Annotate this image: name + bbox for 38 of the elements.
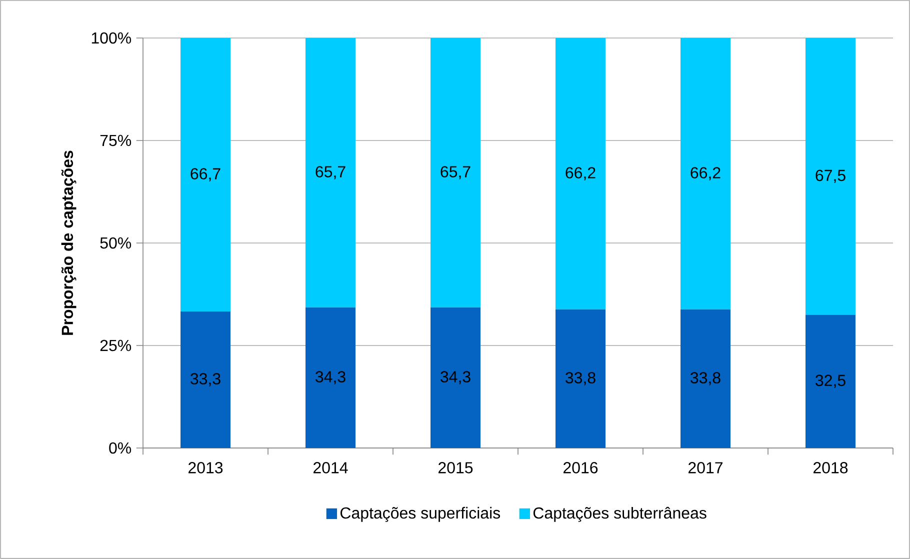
data-label: 33,8 [566, 372, 596, 386]
data-label: 66,7 [190, 168, 220, 182]
bar [180, 38, 231, 312]
legend-label: Captações superficiais [340, 506, 500, 522]
bar [556, 38, 606, 310]
x-tick-label: 2015 [438, 462, 473, 474]
bar [306, 38, 356, 308]
y-tick-label: 50% [100, 237, 132, 249]
data-label: 66,2 [566, 167, 596, 180]
bar [680, 38, 730, 310]
data-label: 33,8 [690, 372, 720, 386]
y-axis-title: Proporção de captações [61, 150, 76, 335]
x-tick-label: 2014 [314, 462, 348, 474]
y-tick-label: 100% [92, 32, 132, 44]
bar [806, 38, 856, 315]
y-tick-label: 0% [109, 442, 132, 454]
x-tick-label: 2018 [814, 462, 848, 474]
data-label: 34,3 [316, 371, 346, 384]
data-label: 66,2 [690, 167, 720, 180]
x-tick-label: 2017 [688, 462, 722, 474]
data-label: 65,7 [316, 166, 346, 180]
bar [430, 38, 481, 308]
bar [806, 314, 856, 448]
y-tick-label: 75% [100, 134, 132, 146]
data-label: 32,5 [816, 374, 846, 388]
data-label: 67,5 [816, 170, 846, 183]
bar [430, 307, 481, 448]
data-label: 65,7 [440, 166, 470, 180]
data-label: 34,3 [440, 371, 470, 384]
x-tick-label: 2013 [188, 462, 223, 474]
bar [556, 309, 606, 448]
legend-label: Captações subterrâneas [533, 506, 706, 522]
bar [180, 311, 231, 448]
x-tick-label: 2016 [564, 462, 598, 474]
data-label: 33,3 [190, 373, 220, 386]
bar [306, 307, 356, 448]
y-tick-label: 25% [100, 340, 132, 352]
bar [680, 309, 730, 448]
